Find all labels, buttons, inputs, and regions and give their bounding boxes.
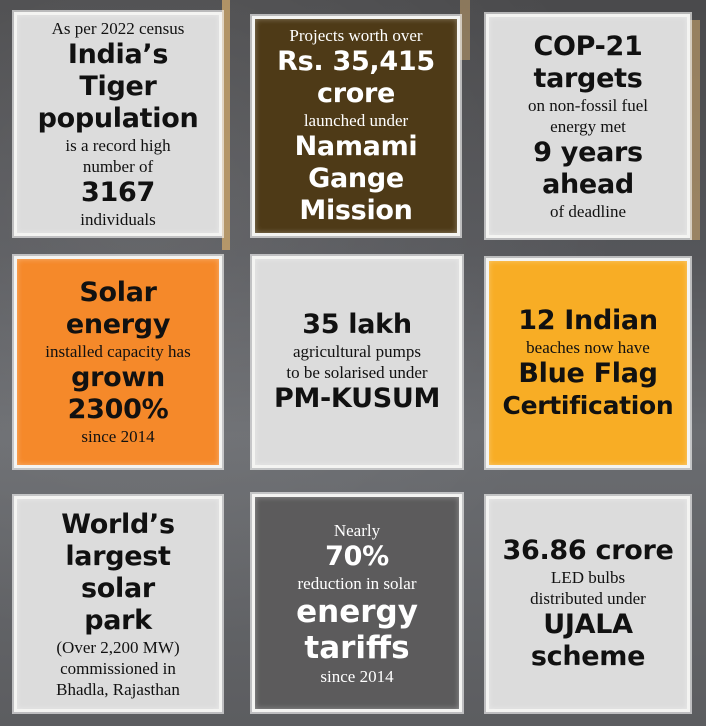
cop21-targets-card: COP-21 targets on non-fossil fuel energy… [486,14,690,238]
card-text: distributed under [530,589,646,608]
card-headline: Gange Mission [299,163,413,226]
card-headline: tariffs [304,629,410,666]
card-text: reduction in solar [297,573,417,593]
card-headline: COP-21 [533,30,643,62]
card-headline: Certification [502,390,674,420]
card-figure: 35 lakh [302,309,412,340]
tiger-population-card: As per 2022 census India’s Tiger populat… [14,12,222,236]
card-text: As per 2022 census [51,19,185,38]
card-text: energy met [550,116,626,136]
card-text: since 2014 [81,427,155,446]
card-headline: park [84,604,152,636]
card-headline: UJALA [543,609,633,640]
card-text: launched under [303,111,409,130]
card-text: Bhadla, Rajasthan [56,679,180,699]
card-headline: energy [65,309,171,340]
solar-tariffs-card: Nearly 70% reduction in solar energy tar… [252,494,462,712]
background-streak [690,20,700,240]
card-figure: 70% [325,540,389,572]
card-headline: scheme [530,641,646,672]
card-text: Nearly [333,520,381,540]
card-text: beaches now have [526,337,650,357]
solar-energy-card: Solar energy installed capacity has grow… [14,256,222,468]
card-headline: energy [296,593,418,630]
card-headline: Solar [79,277,157,308]
card-figure: 12 Indian [518,304,658,336]
card-figure: ahead [542,168,634,200]
background-streak [222,0,230,250]
card-text: number of [82,157,154,176]
card-headline: population [37,103,199,134]
namami-gange-card: Projects worth over Rs. 35,415 crore lau… [252,16,460,236]
card-figure: 9 years [533,136,643,168]
card-headline: Namami [294,131,418,162]
card-text: since 2014 [320,666,394,686]
card-text: is a record high [65,136,171,155]
card-text: LED bulbs [550,568,626,587]
card-headline: largest solar [65,540,171,604]
card-text: commissioned in [60,658,176,678]
pm-kusum-card: 35 lakh agricultural pumps to be solaris… [252,256,462,468]
card-text: Projects worth over [289,26,423,45]
card-text: to be solarised under [286,363,428,382]
background-streak [460,0,470,60]
card-text: of deadline [550,201,626,221]
card-figure: 36.86 crore [502,535,674,566]
ujala-led-card: 36.86 crore LED bulbs distributed under … [486,496,690,712]
card-figure: Rs. 35,415 [277,46,435,77]
card-headline: PM-KUSUM [273,383,441,414]
card-text: individuals [80,210,156,229]
blue-flag-card: 12 Indian beaches now have Blue Flag Cer… [486,258,690,468]
solar-park-card: World’s largest solar park (Over 2,200 M… [14,496,222,712]
card-headline: targets [533,62,643,94]
card-text: (Over 2,200 MW) [56,637,180,657]
card-headline: Blue Flag [518,357,658,389]
card-figure: crore [317,78,395,109]
card-figure: 3167 [81,177,155,208]
card-text: installed capacity has [45,342,191,361]
card-headline: India’s Tiger [67,39,169,102]
card-headline: grown [71,362,165,393]
card-figure: 2300% [67,394,169,425]
card-text: on non-fossil fuel [528,95,648,115]
card-text: agricultural pumps [293,342,421,361]
card-headline: World’s [61,508,175,540]
